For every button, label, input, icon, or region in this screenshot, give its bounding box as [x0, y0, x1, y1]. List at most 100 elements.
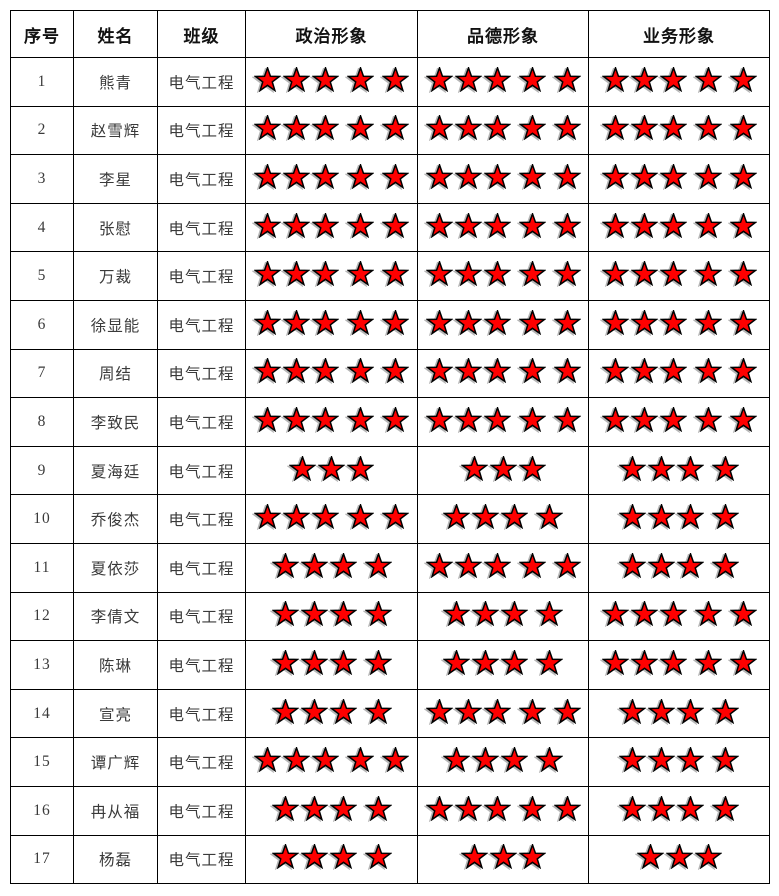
- star-icon: [601, 163, 629, 189]
- star-icon: [712, 747, 739, 773]
- star-icon: [694, 309, 722, 335]
- political-rating-cell: [245, 348, 418, 399]
- star-icon: [712, 698, 739, 724]
- star-icon: [518, 212, 546, 238]
- star-icon: [659, 358, 687, 384]
- star-rating: [253, 504, 410, 530]
- column-header-class: 班级: [157, 10, 246, 58]
- star-icon: [329, 698, 357, 724]
- star-icon: [553, 261, 581, 287]
- star-icon: [443, 504, 470, 530]
- star-icon: [553, 552, 581, 578]
- star-icon: [254, 747, 281, 773]
- moral-rating-cell: [417, 299, 589, 350]
- student-name-cell: 杨磊: [73, 834, 158, 885]
- star-rating: [271, 649, 393, 675]
- class-name-cell: 电气工程: [157, 397, 246, 447]
- student-name-cell: 陈琳: [73, 640, 158, 690]
- star-rating: [271, 795, 393, 821]
- star-rating: [618, 795, 740, 821]
- star-icon: [712, 455, 739, 481]
- table-row: 3 李星 电气工程: [10, 154, 770, 204]
- star-icon: [283, 504, 310, 530]
- star-icon: [364, 649, 392, 675]
- row-index-cell: 3: [10, 154, 74, 204]
- star-rating: [253, 406, 410, 432]
- star-rating: [601, 261, 758, 287]
- star-icon: [518, 455, 546, 481]
- star-rating: [601, 163, 758, 189]
- star-icon: [443, 649, 470, 675]
- star-rating: [271, 601, 393, 627]
- star-icon: [483, 212, 511, 238]
- star-rating: [442, 747, 564, 773]
- star-icon: [483, 406, 511, 432]
- star-icon: [518, 115, 546, 141]
- star-icon: [271, 795, 299, 821]
- star-icon: [729, 115, 757, 141]
- star-icon: [601, 115, 629, 141]
- column-header-business: 业务形象: [588, 10, 770, 58]
- star-icon: [677, 747, 704, 773]
- star-icon: [382, 66, 409, 92]
- star-icon: [659, 601, 687, 627]
- class-name-cell: 电气工程: [157, 494, 246, 544]
- business-rating-cell: [588, 57, 770, 107]
- star-icon: [677, 698, 704, 724]
- star-icon: [425, 698, 453, 724]
- star-icon: [454, 66, 482, 92]
- star-icon: [518, 163, 546, 189]
- star-icon: [648, 747, 675, 773]
- star-icon: [648, 795, 675, 821]
- star-icon: [630, 406, 658, 432]
- star-icon: [601, 309, 629, 335]
- star-icon: [694, 66, 722, 92]
- row-index-cell: 14: [10, 688, 74, 739]
- student-name-cell: 李星: [73, 154, 158, 204]
- star-icon: [518, 844, 546, 870]
- star-icon: [283, 261, 310, 287]
- star-rating: [425, 115, 582, 141]
- business-rating-cell: [588, 154, 770, 204]
- star-icon: [425, 795, 453, 821]
- star-icon: [300, 698, 328, 724]
- star-icon: [254, 261, 281, 287]
- star-icon: [694, 406, 722, 432]
- star-icon: [300, 601, 328, 627]
- star-icon: [553, 163, 581, 189]
- star-icon: [300, 552, 328, 578]
- star-icon: [630, 309, 658, 335]
- student-name-cell: 宣亮: [73, 688, 158, 739]
- political-rating-cell: [245, 834, 418, 885]
- star-icon: [619, 747, 646, 773]
- star-icon: [553, 66, 581, 92]
- star-icon: [254, 212, 281, 238]
- row-index-cell: 15: [10, 737, 74, 787]
- star-icon: [454, 115, 482, 141]
- star-rating: [442, 601, 564, 627]
- business-rating-cell: [588, 542, 770, 593]
- row-index-cell: 17: [10, 834, 74, 885]
- star-icon: [483, 795, 511, 821]
- star-icon: [254, 504, 281, 530]
- row-index-cell: 13: [10, 640, 74, 690]
- business-rating-cell: [588, 299, 770, 350]
- star-icon: [312, 115, 339, 141]
- star-icon: [347, 212, 374, 238]
- star-icon: [553, 698, 581, 724]
- table-row: 5 万裁 电气工程: [10, 251, 770, 301]
- star-icon: [619, 504, 646, 530]
- class-name-cell: 电气工程: [157, 737, 246, 787]
- row-index-cell: 2: [10, 105, 74, 156]
- star-rating: [601, 358, 758, 384]
- table-row: 7 周结 电气工程: [10, 348, 770, 399]
- star-icon: [454, 261, 482, 287]
- star-rating: [601, 649, 758, 675]
- star-icon: [483, 698, 511, 724]
- row-index-cell: 7: [10, 348, 74, 399]
- row-index-cell: 1: [10, 57, 74, 107]
- row-index-cell: 9: [10, 445, 74, 496]
- row-index-cell: 10: [10, 494, 74, 544]
- star-icon: [483, 115, 511, 141]
- student-name-cell: 徐显能: [73, 299, 158, 350]
